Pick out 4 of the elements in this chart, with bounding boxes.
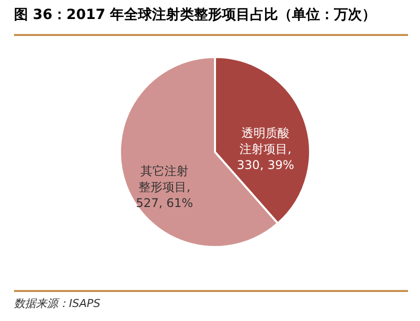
chart-title: 图 36：2017 年全球注射类整形项目占比（单位：万次） [14, 6, 376, 24]
source-note: 数据来源：ISAPS [14, 296, 100, 311]
slice-label: 其它注射整形项目, 527, 61% [136, 164, 194, 210]
slice-label: 透明质酸注射项目, 330, 39% [236, 126, 294, 172]
